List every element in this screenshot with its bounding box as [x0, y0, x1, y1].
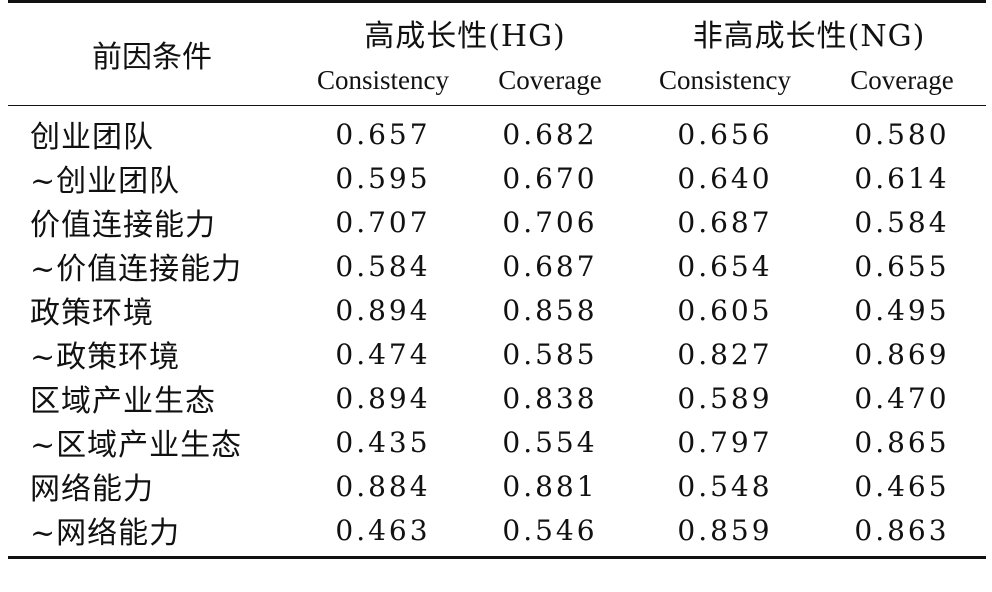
hg-coverage-value: 0.687	[502, 249, 598, 283]
ng-coverage-value: 0.614	[854, 161, 950, 195]
ng-coverage-value: 0.655	[854, 249, 950, 283]
hg-consistency-value: 0.894	[335, 293, 431, 327]
hg-consistency-value: 0.894	[335, 381, 431, 415]
ng-consistency-value: 0.827	[677, 337, 773, 371]
row-label-header: 前因条件	[92, 40, 212, 75]
table-row: ~创业团队 0.595 0.670 0.640 0.614	[8, 156, 986, 200]
ng-consistency-value: 0.640	[677, 161, 773, 195]
hg-consistency-value: 0.657	[335, 117, 431, 151]
subcolumn-header-ng-coverage: Coverage	[850, 64, 954, 95]
condition-name: 政策环境	[30, 296, 154, 331]
ng-consistency-value: 0.797	[677, 425, 773, 459]
group-header-hg: 高成长性(HG)	[364, 19, 566, 54]
ng-coverage-value: 0.863	[854, 513, 950, 547]
ng-consistency-value: 0.548	[677, 469, 773, 503]
table-row: 区域产业生态 0.894 0.838 0.589 0.470	[8, 376, 986, 420]
table-row: ~网络能力 0.463 0.546 0.859 0.863	[8, 508, 986, 558]
ng-coverage-value: 0.495	[854, 293, 950, 327]
condition-name: 区域产业生态	[30, 384, 216, 419]
ng-consistency-value: 0.656	[677, 117, 773, 151]
table-row: ~价值连接能力 0.584 0.687 0.654 0.655	[8, 244, 986, 288]
ng-consistency-value: 0.687	[677, 205, 773, 239]
group-header-ng: 非高成长性(NG)	[692, 19, 926, 54]
hg-coverage-value: 0.554	[502, 425, 598, 459]
condition-name: ~区域产业生态	[30, 428, 243, 463]
subcolumn-header-ng-consistency: Consistency	[659, 64, 791, 95]
ng-coverage-value: 0.584	[854, 205, 950, 239]
condition-name: ~网络能力	[30, 516, 181, 551]
ng-consistency-value: 0.859	[677, 513, 773, 547]
hg-consistency-value: 0.884	[335, 469, 431, 503]
hg-coverage-value: 0.706	[502, 205, 598, 239]
header-row-subcolumns: Consistency Coverage Consistency Coverag…	[8, 55, 986, 106]
hg-coverage-value: 0.585	[502, 337, 598, 371]
table-row: ~政策环境 0.474 0.585 0.827 0.869	[8, 332, 986, 376]
hg-consistency-value: 0.584	[335, 249, 431, 283]
table-row: 创业团队 0.657 0.682 0.656 0.580	[8, 105, 986, 157]
table-row: 网络能力 0.884 0.881 0.548 0.465	[8, 464, 986, 508]
table-row: 政策环境 0.894 0.858 0.605 0.495	[8, 288, 986, 332]
hg-coverage-value: 0.838	[502, 381, 598, 415]
ng-coverage-value: 0.465	[854, 469, 950, 503]
necessity-analysis-table: 前因条件 高成长性(HG) 非高成长性(NG) Consistency Cove…	[8, 0, 986, 559]
ng-consistency-value: 0.589	[677, 381, 773, 415]
ng-coverage-value: 0.470	[854, 381, 950, 415]
ng-coverage-value: 0.865	[854, 425, 950, 459]
hg-coverage-value: 0.858	[502, 293, 598, 327]
hg-consistency-value: 0.474	[335, 337, 431, 371]
condition-name: 创业团队	[30, 120, 154, 155]
hg-consistency-value: 0.463	[335, 513, 431, 547]
ng-coverage-value: 0.869	[854, 337, 950, 371]
results-table-container: 前因条件 高成长性(HG) 非高成长性(NG) Consistency Cove…	[8, 0, 986, 592]
condition-name: 价值连接能力	[30, 208, 216, 243]
ng-coverage-value: 0.580	[854, 117, 950, 151]
table-row: ~区域产业生态 0.435 0.554 0.797 0.865	[8, 420, 986, 464]
hg-consistency-value: 0.707	[335, 205, 431, 239]
ng-consistency-value: 0.654	[677, 249, 773, 283]
hg-coverage-value: 0.670	[502, 161, 598, 195]
subcolumn-header-hg-coverage: Coverage	[498, 64, 602, 95]
hg-coverage-value: 0.682	[502, 117, 598, 151]
condition-name: ~政策环境	[30, 340, 181, 375]
hg-coverage-value: 0.546	[502, 513, 598, 547]
condition-name: 网络能力	[30, 472, 154, 507]
subcolumn-header-hg-consistency: Consistency	[317, 64, 449, 95]
table-row: 价值连接能力 0.707 0.706 0.687 0.584	[8, 200, 986, 244]
ng-consistency-value: 0.605	[677, 293, 773, 327]
hg-consistency-value: 0.595	[335, 161, 431, 195]
condition-name: ~创业团队	[30, 164, 181, 199]
hg-coverage-value: 0.881	[502, 469, 598, 503]
hg-consistency-value: 0.435	[335, 425, 431, 459]
header-row-groups: 前因条件 高成长性(HG) 非高成长性(NG)	[8, 1, 986, 75]
condition-name: ~价值连接能力	[30, 252, 243, 287]
